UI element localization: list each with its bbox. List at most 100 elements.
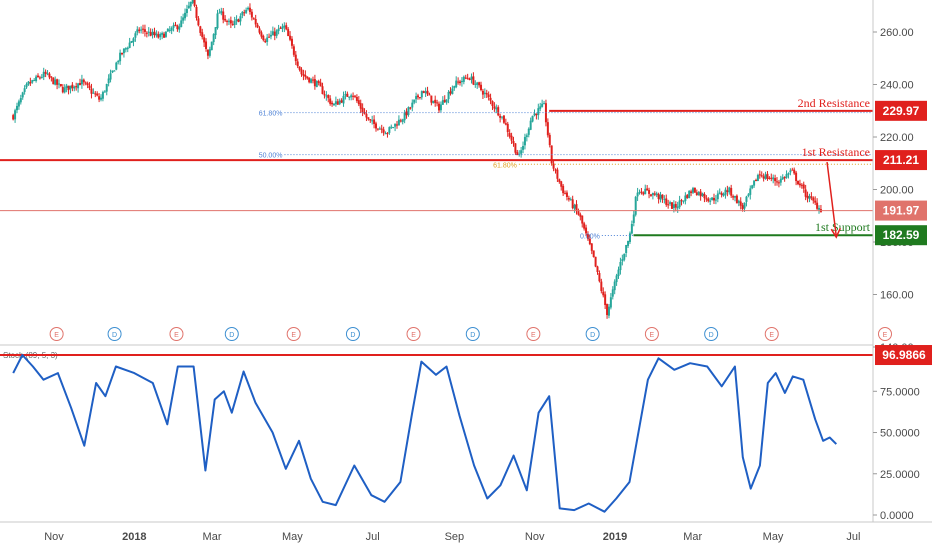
earnings-marker[interactable]: E [526,327,541,341]
earnings-marker[interactable]: E [644,327,659,341]
osc-tick-label: 50.0000 [880,428,920,440]
candle-body [46,73,49,75]
candle-body [485,93,488,95]
candle-body [149,32,152,36]
price-tick-label: 160.00 [880,290,914,302]
candle-body [262,35,265,41]
event-marker-letter: E [650,332,655,339]
candle-body [256,24,259,28]
candle-body [737,200,740,203]
candle-body [298,66,301,70]
candle-body [816,202,819,209]
candle-body [98,96,101,100]
candle-body [678,200,681,208]
event-marker-circle [286,327,301,341]
candle-body [115,62,118,70]
fib-level-label: 50.00% [259,153,283,160]
x-tick-label: May [763,531,784,543]
candle-body [818,208,821,210]
candle-body [611,289,614,297]
candle-body [808,196,811,200]
candle-body [417,95,420,98]
dividend-marker[interactable]: D [345,327,360,341]
candle-body [264,40,267,43]
candle-body [79,83,82,86]
candle-body [718,192,721,194]
earnings-marker[interactable]: E [169,327,184,341]
candle-body [770,177,773,179]
candle-body [451,88,454,95]
candle-body [751,185,754,189]
candle-body [562,185,565,194]
candle-body [205,41,208,49]
dividend-marker[interactable]: D [224,327,239,341]
earnings-marker[interactable]: E [764,327,779,341]
candle-body [466,77,469,79]
candle-body [273,31,276,36]
candle-body [86,83,89,86]
candle-body [783,176,786,179]
price-pane[interactable]: 61.80% 50.00% 61.80% 0.00% 2nd Resistance 1st… [0,0,892,341]
osc-tick-label: 25.0000 [880,469,920,481]
earnings-marker[interactable]: E [286,327,301,341]
x-tick-label: 2019 [603,531,627,543]
candle-body [722,193,725,196]
dividend-marker[interactable]: D [704,327,719,341]
candle-body [590,243,593,251]
candle-body [711,197,714,201]
earnings-marker[interactable]: E [406,327,421,341]
event-marker-letter: E [531,332,536,339]
candle-body [554,169,557,171]
dividend-marker[interactable]: D [585,327,600,341]
earnings-marker[interactable]: E [878,327,892,341]
candle-body [470,76,473,80]
candle-body [220,10,223,14]
candle-body [581,215,584,224]
candle-body [418,97,421,99]
candle-body [745,196,748,202]
candle-body [699,191,702,197]
candle-body [716,193,719,200]
candle-body [714,199,717,201]
candle-body [373,119,376,124]
candle-body [195,6,198,18]
candle-body [231,23,234,25]
osc-tick-label: 75.0000 [880,386,920,398]
candle-body [489,97,492,101]
candle-body [648,190,651,194]
candle-body [441,100,444,105]
candle-body [661,194,664,199]
candle-body [71,84,74,88]
candle-body [663,198,666,200]
oscillator-pane[interactable]: Stoch (89, 5, 3) [0,351,873,513]
candle-body [296,61,299,67]
candle-body [271,31,274,36]
candle-body [472,76,475,85]
candle-body [483,92,486,94]
candle-body [797,180,800,185]
earnings-marker[interactable]: E [49,327,64,341]
candle-body [430,95,433,103]
event-marker-circle [585,327,600,341]
candle-body [789,170,792,173]
candle-body [210,41,213,51]
candle-body [516,152,519,156]
candle-body [143,29,146,32]
candle-body [436,102,439,104]
candle-body [19,98,22,103]
candle-body [342,95,345,104]
candle-body [224,18,227,21]
candle-body [779,178,782,183]
candle-body [189,2,192,7]
candle-body [378,128,381,130]
candle-body [676,206,679,209]
candle-body [720,192,723,195]
x-tick-label: Jul [366,531,380,543]
candle-body [119,52,122,62]
dividend-marker[interactable]: D [107,327,122,341]
event-marker-circle [169,327,184,341]
dividend-marker[interactable]: D [465,327,480,341]
candle-body [791,169,794,171]
event-marker-letter: D [590,332,595,339]
